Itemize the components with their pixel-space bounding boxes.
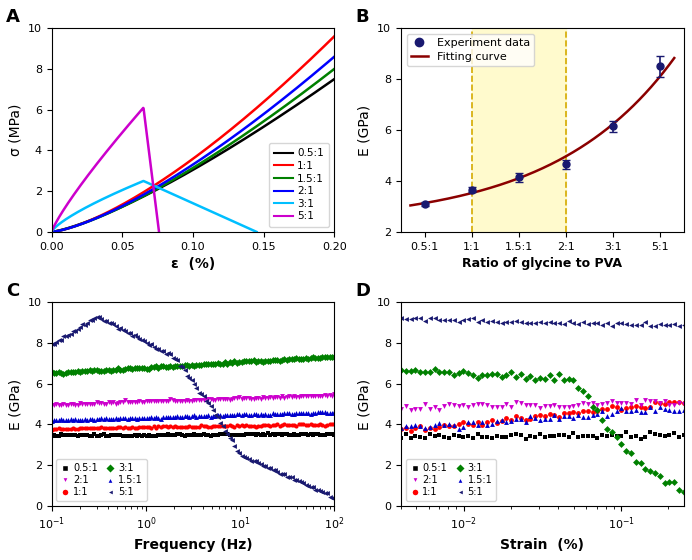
Y-axis label: E (GPa): E (GPa): [8, 379, 22, 430]
Bar: [472, 28, 566, 232]
Legend: Experiment data, Fitting curve: Experiment data, Fitting curve: [407, 34, 534, 66]
Text: A: A: [6, 8, 20, 26]
Text: B: B: [356, 8, 370, 26]
Legend: 0.5:1, 2:1, 1:1, 3:1, 1.5:1, 5:1: 0.5:1, 2:1, 1:1, 3:1, 1.5:1, 5:1: [406, 459, 496, 501]
Legend: 0.5:1, 1:1, 1.5:1, 2:1, 3:1, 5:1: 0.5:1, 1:1, 1.5:1, 2:1, 3:1, 5:1: [268, 143, 329, 227]
X-axis label: Frequency (Hz): Frequency (Hz): [134, 538, 253, 552]
Text: C: C: [6, 282, 19, 300]
Y-axis label: E (GPa): E (GPa): [358, 379, 372, 430]
Legend: 0.5:1, 2:1, 1:1, 3:1, 1.5:1, 5:1: 0.5:1, 2:1, 1:1, 3:1, 1.5:1, 5:1: [57, 459, 147, 501]
X-axis label: ε  (%): ε (%): [171, 257, 215, 271]
Y-axis label: σ (MPa): σ (MPa): [8, 104, 22, 156]
Text: D: D: [356, 282, 371, 300]
X-axis label: Strain  (%): Strain (%): [500, 538, 584, 552]
Y-axis label: E (GPa): E (GPa): [358, 105, 372, 156]
X-axis label: Ratio of glycine to PVA: Ratio of glycine to PVA: [462, 257, 622, 270]
